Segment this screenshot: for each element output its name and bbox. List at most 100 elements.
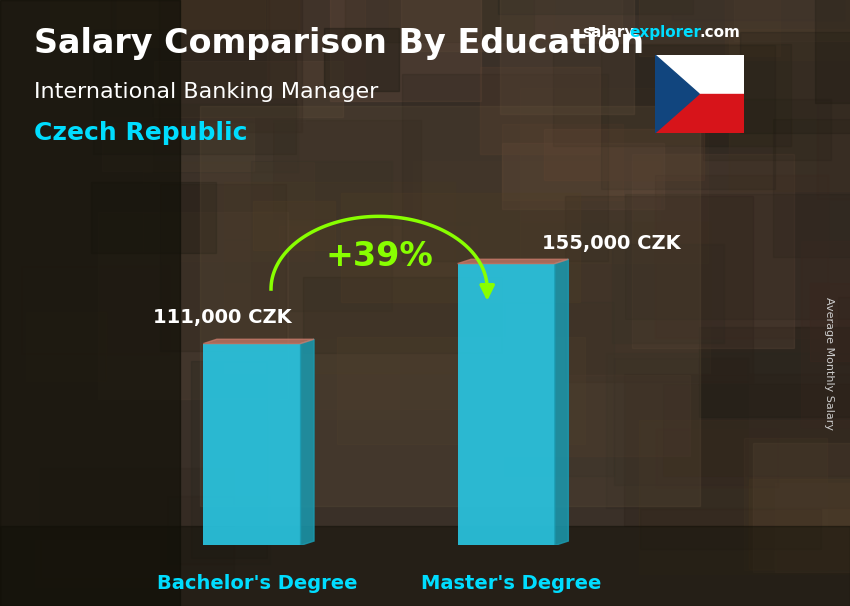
Bar <box>606 353 850 508</box>
Bar <box>303 277 502 353</box>
Bar <box>154 61 343 117</box>
Bar <box>216 339 399 419</box>
Text: salary: salary <box>582 25 635 41</box>
Polygon shape <box>457 259 569 264</box>
Bar <box>502 124 623 200</box>
Bar <box>624 374 850 526</box>
Bar <box>504 302 614 476</box>
Bar <box>480 67 600 154</box>
Bar <box>565 196 753 382</box>
Bar <box>753 443 850 572</box>
Bar <box>663 384 850 476</box>
Bar <box>251 161 392 311</box>
Bar <box>457 264 555 545</box>
Bar <box>614 358 748 485</box>
Bar <box>654 55 744 94</box>
Polygon shape <box>203 339 314 344</box>
Bar <box>740 32 850 133</box>
Bar <box>200 106 700 506</box>
Text: Bachelor's Degree: Bachelor's Degree <box>156 574 357 593</box>
Bar <box>612 244 724 343</box>
Bar <box>703 99 831 160</box>
Bar <box>341 193 580 302</box>
Text: Master's Degree: Master's Degree <box>421 574 601 593</box>
Bar <box>773 119 850 257</box>
Bar <box>389 0 554 41</box>
Bar <box>520 88 708 263</box>
Bar <box>500 0 634 114</box>
Text: Czech Republic: Czech Republic <box>34 121 247 145</box>
Bar <box>0 526 850 606</box>
Bar <box>95 0 305 122</box>
Bar <box>91 182 216 253</box>
Bar <box>838 297 850 364</box>
Bar <box>573 496 740 579</box>
Bar <box>402 74 608 261</box>
Bar <box>656 429 778 487</box>
Bar <box>601 45 775 189</box>
Bar <box>273 120 421 219</box>
Text: 155,000 CZK: 155,000 CZK <box>541 234 680 253</box>
Bar <box>734 0 850 41</box>
Bar <box>672 0 844 20</box>
Bar <box>632 154 794 348</box>
Bar <box>744 438 827 570</box>
Bar <box>40 468 234 579</box>
Bar <box>699 327 850 417</box>
Bar <box>639 0 780 56</box>
Bar <box>21 266 169 354</box>
Bar <box>815 0 850 103</box>
Bar <box>330 0 481 101</box>
Bar <box>111 0 269 97</box>
Bar <box>203 344 301 545</box>
Bar <box>810 283 850 361</box>
Bar <box>93 30 296 154</box>
Bar <box>639 420 850 574</box>
Bar <box>749 479 850 569</box>
Bar <box>267 0 365 97</box>
Text: Salary Comparison By Education: Salary Comparison By Education <box>34 27 644 60</box>
Bar <box>35 540 159 587</box>
Bar <box>253 201 335 250</box>
Bar <box>0 0 180 606</box>
Bar <box>817 100 850 199</box>
Bar <box>337 337 585 444</box>
Bar <box>655 175 828 338</box>
Bar <box>153 104 298 172</box>
Bar <box>472 375 690 456</box>
Text: .com: .com <box>700 25 740 41</box>
Text: +39%: +39% <box>326 240 433 273</box>
Bar <box>50 0 299 32</box>
Bar <box>160 184 286 351</box>
Bar <box>102 117 254 171</box>
Bar <box>345 0 534 42</box>
Bar <box>625 194 850 319</box>
Bar <box>191 361 267 558</box>
Bar <box>553 44 791 146</box>
Bar <box>117 0 265 47</box>
Text: explorer: explorer <box>629 25 701 41</box>
Bar <box>143 162 314 261</box>
Bar <box>654 94 744 133</box>
Text: International Banking Manager: International Banking Manager <box>34 82 378 102</box>
Bar <box>471 222 710 374</box>
Bar <box>413 161 660 221</box>
Bar <box>167 496 270 564</box>
Text: 111,000 CZK: 111,000 CZK <box>153 308 292 327</box>
Bar <box>640 509 821 549</box>
Bar <box>775 483 850 572</box>
Polygon shape <box>301 339 314 545</box>
Bar <box>98 212 288 399</box>
Bar <box>324 28 399 91</box>
Bar <box>544 129 704 180</box>
Polygon shape <box>555 259 569 545</box>
Polygon shape <box>654 55 699 133</box>
Bar <box>26 312 106 381</box>
Bar <box>224 182 455 373</box>
Bar <box>159 0 302 132</box>
Bar <box>186 239 338 281</box>
Bar <box>801 241 850 427</box>
Bar <box>401 0 622 51</box>
Text: Average Monthly Salary: Average Monthly Salary <box>824 297 834 430</box>
Bar <box>498 0 693 14</box>
